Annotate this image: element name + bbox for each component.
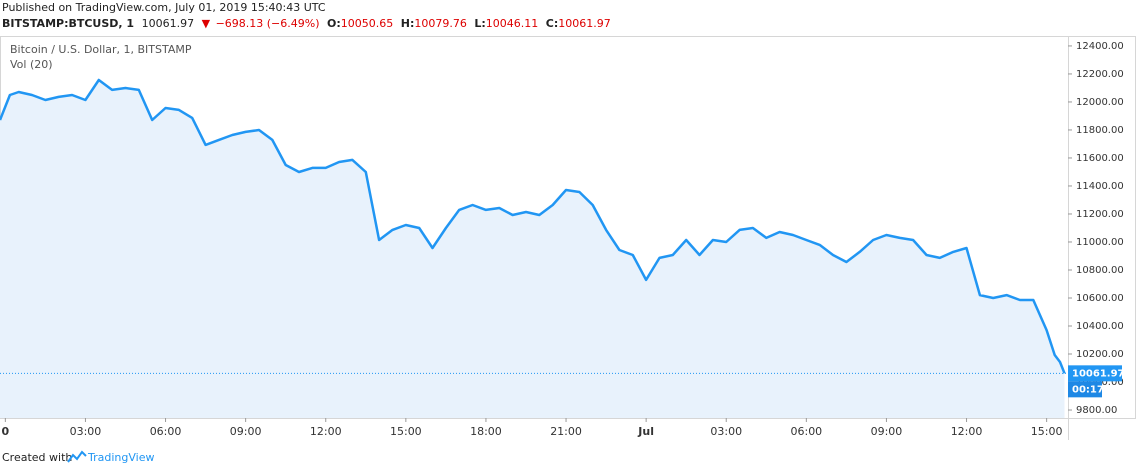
y-tick-label: 11800.00: [1076, 125, 1124, 136]
footer-brand[interactable]: TradingView: [87, 451, 154, 464]
ohlc-label: H:: [401, 17, 415, 30]
symbol: BITSTAMP:BTCUSD, 1: [2, 17, 134, 30]
x-tick-label: 03:00: [710, 425, 742, 438]
price: 10061.97: [142, 17, 195, 30]
published-note: Published on TradingView.com, July 01, 2…: [2, 1, 326, 14]
y-tick-label: 10600.00: [1076, 293, 1124, 304]
x-tick-label: 06:00: [790, 425, 822, 438]
plot: 9800.0010000.0010200.0010400.0010600.001…: [0, 41, 1125, 438]
ohlc-value: 10079.76: [414, 17, 467, 30]
footer-text: Created with: [2, 451, 72, 464]
y-tick-label: 12400.00: [1076, 41, 1124, 52]
x-tick-label: 18:00: [470, 425, 502, 438]
x-tick-label: 12:00: [951, 425, 983, 438]
y-tick-label: 9800.00: [1076, 405, 1117, 416]
y-tick-label: 11400.00: [1076, 181, 1124, 192]
change: −698.13 (−6.49%): [216, 17, 320, 30]
y-tick-label: 12200.00: [1076, 69, 1124, 80]
x-tick-label: 03:00: [70, 425, 102, 438]
indicator-label: Vol (20): [10, 58, 53, 71]
x-tick-label: 15:00: [390, 425, 422, 438]
y-tick-label: 10400.00: [1076, 321, 1124, 332]
x-tick-label: 15:00: [1031, 425, 1063, 438]
y-tick-label: 10800.00: [1076, 265, 1124, 276]
area: [0, 80, 1065, 418]
ohlc-value: 10046.11: [486, 17, 539, 30]
y-tick-label: 11000.00: [1076, 237, 1124, 248]
countdown-label: 00:17: [1072, 384, 1104, 395]
y-tick-label: 12000.00: [1076, 97, 1124, 108]
y-tick-label: 10200.00: [1076, 349, 1124, 360]
header-line: BITSTAMP:BTCUSD, 1 10061.97 ▼ −698.13 (−…: [2, 17, 611, 30]
price-line: [0, 78, 1066, 374]
ohlc-value: 10050.65: [341, 17, 394, 30]
last-price-label: 10061.97: [1072, 368, 1125, 379]
x-tick-label: 12:00: [310, 425, 342, 438]
chart-title: Bitcoin / U.S. Dollar, 1, BITSTAMP: [10, 43, 192, 56]
ohlc-value: 10061.97: [558, 17, 611, 30]
x-tick-label: 0: [2, 425, 10, 438]
ohlc-label: C:: [546, 17, 558, 30]
x-tick-label: 21:00: [550, 425, 582, 438]
countdown-box: [1068, 381, 1102, 398]
logo: [67, 450, 87, 463]
x-tick-label: 09:00: [871, 425, 903, 438]
x-tick-label: Jul: [637, 425, 654, 438]
down-arrow: ▼: [202, 17, 211, 30]
x-tick-label: 06:00: [150, 425, 182, 438]
ohlc-label: L:: [474, 17, 485, 30]
x-tick-label: 09:00: [230, 425, 262, 438]
y-tick-label: 11200.00: [1076, 209, 1124, 220]
last-price-box: [1068, 365, 1122, 382]
ohlc-label: O:: [327, 17, 341, 30]
y-tick-label: 11600.00: [1076, 153, 1124, 164]
